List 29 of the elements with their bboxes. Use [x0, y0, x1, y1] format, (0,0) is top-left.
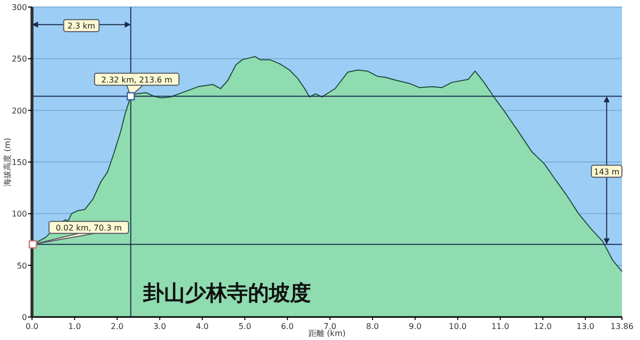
y-tick-label: 150 — [12, 158, 27, 167]
x-tick-label: 0.0 — [26, 322, 38, 331]
y-tick-label: 0 — [22, 313, 27, 322]
annotation: 2.3 km — [68, 22, 96, 31]
annotation: 143 m — [594, 167, 620, 176]
y-axis-title: 海拔高度 (m) — [3, 138, 12, 186]
x-tick-label: 10.0 — [448, 322, 467, 331]
x-tick-label: 3.0 — [153, 322, 166, 331]
x-tick-label: 6.0 — [281, 322, 294, 331]
x-tick-label: 9.0 — [408, 322, 422, 331]
y-tick-label: 200 — [12, 106, 27, 116]
x-tick-label: 13.86 — [610, 322, 634, 331]
x-tick-label: 13.0 — [576, 322, 594, 331]
y-tick-label: 100 — [12, 210, 27, 219]
x-tick-label: 4.0 — [196, 322, 209, 331]
x-tick-label: 7.0 — [324, 322, 336, 331]
y-tick-label: 300 — [12, 3, 27, 12]
annotation: 0.02 km, 70.3 m — [56, 223, 122, 232]
text: 卦山少林寺的坡度 — [142, 281, 311, 305]
x-tick-label: 11.0 — [491, 322, 510, 331]
annotation: 2.32 km, 213.6 m — [101, 75, 173, 84]
y-tick-label: 250 — [12, 54, 27, 64]
x-tick-label: 8.0 — [366, 322, 379, 331]
x-tick-label: 12.0 — [534, 322, 552, 331]
x-tick-label: 2.0 — [110, 322, 124, 331]
y-tick-label: 50 — [16, 261, 27, 270]
x-tick-label: 5.0 — [238, 322, 252, 331]
x-tick-label: 1.0 — [68, 322, 81, 331]
x-axis-title: 距離 (km) — [308, 329, 346, 338]
